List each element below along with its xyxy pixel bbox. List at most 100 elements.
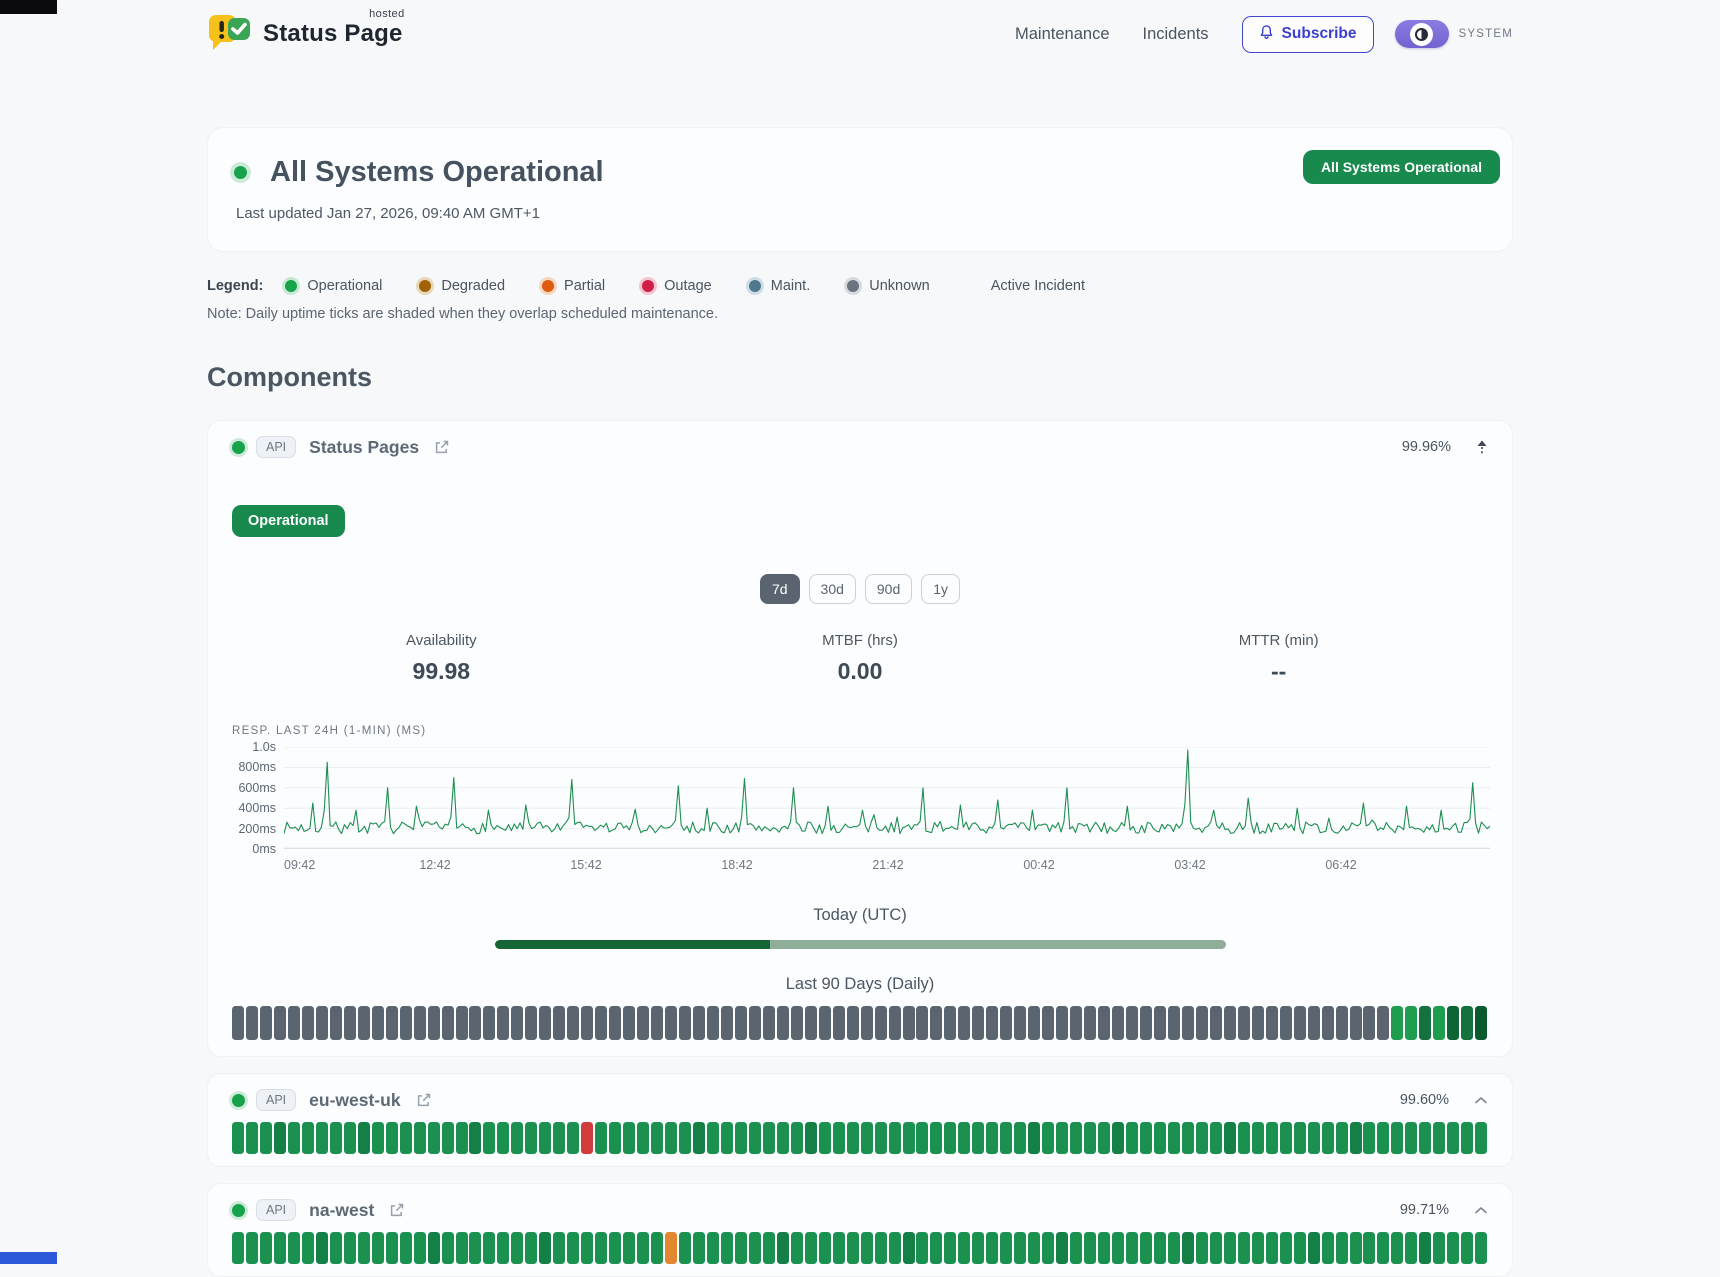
uptime-tick: [720, 1232, 733, 1264]
range-button-1y[interactable]: 1y: [921, 574, 961, 604]
uptime-tick: [916, 1006, 929, 1040]
uptime-tick: [623, 1122, 636, 1154]
uptime-tick: [1307, 1232, 1320, 1264]
uptime-tick: [483, 1122, 496, 1154]
chevron-up-icon[interactable]: [1474, 1206, 1488, 1215]
uptime-tick: [790, 1006, 803, 1040]
uptime-tick: [567, 1232, 580, 1264]
collapse-arrow-icon[interactable]: [1476, 439, 1488, 456]
range-button-7d[interactable]: 7d: [759, 574, 800, 604]
uptime-tick: [1377, 1006, 1390, 1040]
subscribe-button[interactable]: Subscribe: [1241, 15, 1374, 53]
uptime-tick: [944, 1232, 957, 1264]
theme-toggle[interactable]: [1394, 20, 1449, 48]
uptime-tick: [1139, 1122, 1152, 1154]
chevron-up-icon[interactable]: [1474, 1096, 1488, 1105]
uptime-tick: [343, 1006, 356, 1040]
today-progress-fill: [494, 940, 771, 949]
overall-status-title: All Systems Operational: [270, 156, 604, 188]
component-uptime-value: 99.96%: [1401, 439, 1451, 455]
uptime-tick: [776, 1006, 789, 1040]
overall-status-card: All Systems Operational Last updated Jan…: [207, 127, 1513, 252]
uptime-tick: [958, 1232, 971, 1264]
uptime-tick: [1237, 1006, 1250, 1040]
uptime-tick: [1307, 1122, 1320, 1154]
chart-plot-area: [283, 746, 1491, 854]
uptime-tick: [1056, 1232, 1069, 1264]
uptime-tick: [427, 1122, 440, 1154]
uptime-tick-row: [232, 1006, 1488, 1040]
uptime-tick: [1419, 1006, 1432, 1040]
uptime-tick: [497, 1006, 510, 1040]
uptime-tick: [259, 1122, 272, 1154]
today-progress-bar: [494, 940, 1226, 949]
uptime-tick: [762, 1006, 775, 1040]
component-header[interactable]: API Status Pages 99.96%: [232, 435, 1488, 459]
range-button-90d[interactable]: 90d: [864, 574, 913, 604]
uptime-tick: [399, 1006, 412, 1040]
range-button-30d[interactable]: 30d: [808, 574, 856, 604]
active-incident-label: Active Incident: [990, 278, 1085, 294]
legend-row: Legend: Operational Degraded Partial Outage…: [207, 278, 1513, 294]
uptime-tick: [874, 1232, 887, 1264]
overall-status-badge: All Systems Operational: [1302, 150, 1500, 184]
bell-icon: [1259, 24, 1274, 45]
uptime-tick: [818, 1006, 831, 1040]
component-header[interactable]: API na-west 99.71%: [232, 1198, 1488, 1222]
y-axis-tick: 200ms: [238, 821, 276, 836]
uptime-tick: [455, 1122, 468, 1154]
uptime-tick: [301, 1232, 314, 1264]
uptime-tick: [972, 1006, 985, 1040]
page-header: Status Page hosted Maintenance Incidents…: [0, 0, 1720, 68]
uptime-tick: [1195, 1006, 1208, 1040]
nav-maintenance[interactable]: Maintenance: [1015, 24, 1110, 43]
uptime-tick: [874, 1006, 887, 1040]
legend-item-label: Unknown: [869, 278, 930, 294]
uptime-tick: [1335, 1122, 1348, 1154]
external-link-icon[interactable]: [433, 439, 450, 456]
uptime-tick: [1363, 1232, 1376, 1264]
legend-item-label: Operational: [307, 278, 383, 294]
uptime-tick: [986, 1122, 999, 1154]
uptime-tick: [665, 1006, 678, 1040]
uptime-tick: [301, 1122, 314, 1154]
brand[interactable]: Status Page hosted: [207, 8, 404, 58]
uptime-tick: [329, 1122, 342, 1154]
uptime-tick: [804, 1006, 817, 1040]
uptime-tick: [1139, 1006, 1152, 1040]
y-axis-tick: 1.0s: [252, 740, 276, 754]
uptime-tick: [1279, 1122, 1292, 1154]
uptime-tick: [637, 1006, 650, 1040]
range-selector: 7d 30d 90d 1y: [232, 574, 1488, 604]
uptime-tick: [1475, 1232, 1488, 1264]
component-header[interactable]: API eu-west-uk 99.60%: [232, 1088, 1488, 1112]
uptime-tick: [525, 1232, 538, 1264]
uptime-tick: [609, 1006, 622, 1040]
uptime-tick: [790, 1122, 803, 1154]
uptime-tick: [539, 1232, 552, 1264]
uptime-tick: [986, 1006, 999, 1040]
nav-incidents[interactable]: Incidents: [1142, 24, 1209, 43]
external-link-icon[interactable]: [415, 1092, 432, 1109]
uptime-tick: [357, 1006, 370, 1040]
uptime-tick: [301, 1006, 314, 1040]
uptime-tick: [1307, 1006, 1320, 1040]
component-type-badge: API: [256, 1199, 297, 1221]
uptime-tick: [385, 1006, 398, 1040]
uptime-tick: [427, 1006, 440, 1040]
external-link-icon[interactable]: [388, 1202, 405, 1219]
uptime-tick: [748, 1122, 761, 1154]
component-card-status-pages: API Status Pages 99.96% Operational 7d 30…: [207, 420, 1513, 1057]
component-card-na-west: API na-west 99.71%: [207, 1183, 1513, 1277]
uptime-tick: [1279, 1232, 1292, 1264]
uptime-tick: [273, 1006, 286, 1040]
uptime-tick: [1070, 1232, 1083, 1264]
uptime-tick: [1126, 1006, 1138, 1040]
stat-value: 99.98: [412, 658, 471, 684]
components-title: Components: [207, 362, 372, 392]
main-content: All Systems Operational Last updated Jan…: [207, 127, 1513, 1277]
uptime-tick: [441, 1122, 454, 1154]
uptime-tick: [623, 1006, 636, 1040]
uptime-tick: [539, 1122, 552, 1154]
legend-status-dot-icon: [847, 280, 860, 292]
